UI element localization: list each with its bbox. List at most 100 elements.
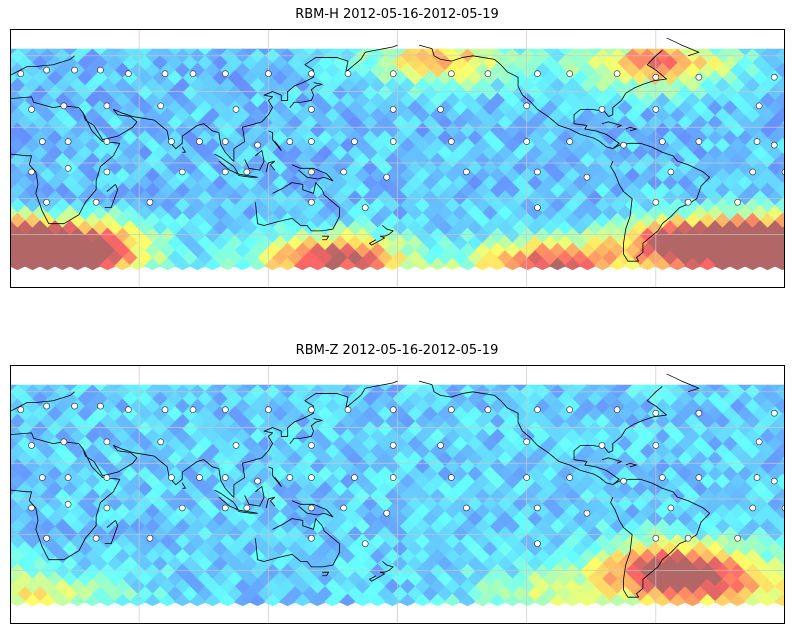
heat-cell — [286, 391, 304, 409]
heat-cell — [534, 428, 551, 446]
station-marker — [613, 406, 621, 413]
heat-cell — [369, 593, 386, 607]
heat-cell — [279, 398, 296, 416]
heat-cell — [346, 421, 364, 439]
heat-cell — [189, 428, 206, 446]
heat-cell — [174, 398, 191, 416]
heat-cell — [459, 413, 476, 431]
heat-cell — [759, 137, 776, 155]
heat-cell — [99, 48, 116, 65]
heat-cell — [24, 413, 41, 431]
heat-cell — [639, 398, 656, 416]
heat-cell — [234, 48, 251, 65]
heat-cell — [594, 257, 611, 271]
heat-cell — [129, 384, 146, 401]
heat-cell — [316, 115, 334, 133]
heat-cell — [84, 428, 101, 446]
heat-cell — [774, 533, 785, 551]
heat-cell — [481, 451, 499, 469]
heat-cell — [384, 257, 401, 271]
heat-cell — [361, 466, 379, 484]
station-marker — [97, 66, 104, 74]
heat-cell — [706, 391, 724, 409]
heat-cell — [594, 48, 611, 65]
coastline — [610, 142, 711, 262]
heat-cell — [429, 413, 446, 431]
heat-cell — [61, 421, 79, 439]
station-marker — [566, 406, 574, 413]
heat-cell — [676, 115, 694, 133]
heat-cell — [331, 384, 349, 394]
heat-cell — [639, 257, 656, 271]
heat-cell — [76, 406, 94, 424]
station-marker — [383, 509, 391, 517]
heat-cell — [549, 443, 566, 461]
heat-cell — [211, 421, 229, 439]
heat-cell — [234, 413, 251, 431]
heat-cell — [519, 257, 536, 271]
heat-cell — [526, 130, 544, 148]
heat-cell — [151, 391, 169, 409]
heat-cell — [256, 48, 274, 58]
heat-cell — [354, 443, 371, 461]
heat-cell — [181, 391, 199, 409]
heat-cell — [631, 451, 649, 469]
heat-cell — [129, 593, 146, 607]
heat-cell — [354, 428, 371, 446]
heat-cell — [31, 436, 49, 454]
heat-cell — [346, 451, 364, 469]
heat-cell — [519, 384, 536, 401]
heat-cell — [661, 384, 679, 394]
heat-cell — [196, 406, 214, 424]
station-marker — [178, 168, 186, 176]
heat-cell — [69, 257, 86, 271]
heat-cell — [421, 436, 439, 454]
heat-cell — [316, 406, 334, 424]
heatmap-layer — [10, 384, 785, 607]
heat-cell — [174, 257, 191, 271]
heat-cell — [241, 451, 259, 469]
heat-cell — [549, 384, 566, 401]
coastline — [322, 571, 330, 577]
heat-cell — [436, 48, 454, 58]
heat-cell — [384, 473, 401, 491]
station-marker — [351, 138, 358, 145]
heat-cell — [684, 443, 701, 461]
heat-cell — [369, 428, 386, 446]
heat-cell — [519, 593, 536, 607]
heat-cell — [616, 130, 634, 148]
heat-cell — [384, 384, 401, 401]
heat-cell — [729, 48, 746, 65]
heat-cell — [489, 428, 506, 446]
heat-cell — [414, 257, 431, 271]
heat-cell — [249, 593, 266, 607]
station-marker — [755, 102, 763, 110]
heat-cell — [279, 443, 296, 461]
heat-cell — [774, 242, 785, 260]
heat-cell — [241, 466, 259, 484]
heat-cell — [399, 48, 416, 65]
station-marker — [221, 406, 229, 413]
station-marker — [340, 504, 347, 512]
heat-cell — [436, 130, 454, 148]
heat-cell — [166, 391, 184, 409]
station-marker — [243, 504, 251, 512]
heat-cell — [444, 413, 461, 431]
heat-cell — [774, 443, 785, 461]
heat-cell — [10, 250, 19, 268]
heat-cell — [361, 436, 379, 454]
heat-cell — [219, 593, 236, 607]
heat-cell — [444, 257, 461, 271]
heat-cell — [10, 481, 19, 499]
station-marker — [64, 474, 72, 481]
heat-cell — [219, 257, 236, 271]
heat-cell — [129, 398, 146, 416]
station-marker — [695, 138, 703, 145]
heat-cell — [759, 593, 776, 607]
station-marker — [221, 138, 229, 145]
heat-cell — [31, 421, 49, 439]
heat-cell — [54, 398, 71, 416]
heat-cell — [384, 48, 401, 65]
gridlines — [10, 365, 785, 624]
heat-cell — [391, 115, 409, 133]
